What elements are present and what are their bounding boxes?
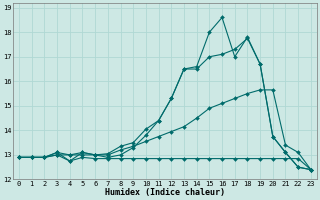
X-axis label: Humidex (Indice chaleur): Humidex (Indice chaleur) <box>105 188 225 197</box>
